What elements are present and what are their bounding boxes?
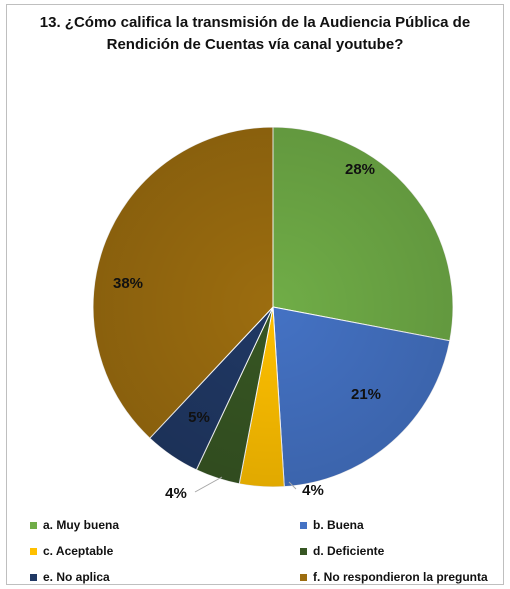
chart-title: 13. ¿Cómo califica la transmisión de la … — [10, 12, 500, 56]
chart-title-line-2: Rendición de Cuentas vía canal youtube? — [106, 36, 404, 53]
leader-line-d-deficiente — [194, 476, 223, 493]
data-label-c-aceptable: 4% — [302, 482, 324, 499]
data-label-a-muy-buena: 28% — [345, 161, 375, 178]
data-label-e-no-aplica: 5% — [188, 409, 210, 426]
data-label-f-no-respondieron-la-pregunta: 38% — [113, 275, 143, 292]
data-label-d-deficiente: 4% — [165, 485, 187, 502]
chart-title-line-1: 13. ¿Cómo califica la transmisión de la … — [39, 14, 471, 31]
data-label-b-buena: 21% — [351, 386, 381, 403]
leader-line-c-aceptable — [288, 481, 297, 490]
pie-slice-a-muy-buena — [272, 126, 454, 342]
